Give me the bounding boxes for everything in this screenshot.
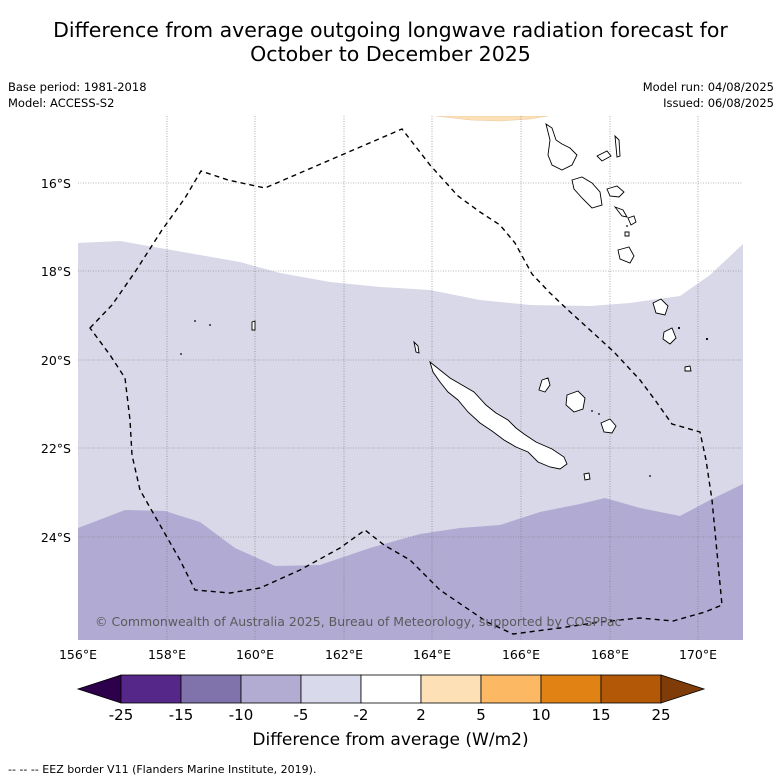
belep-islands [413,340,420,354]
colorbar-tick: 15 [591,706,610,724]
title-line-1: Difference from average outgoing longwav… [53,18,728,42]
colorbar-tick: 2 [416,706,426,724]
vanuatu-epi [613,206,628,218]
vanuatu-malekula [571,176,603,209]
lat-label: 20°S [41,353,71,368]
vanuatu-espiritu-santo [545,122,578,171]
island-hunter [684,365,692,372]
vanuatu-erromango [617,246,635,264]
lon-label: 166°E [502,647,540,662]
meta-left: Base period: 1981-2018 Model: ACCESS-S2 [8,79,147,111]
issued-date: Issued: 06/08/2025 [663,96,774,110]
colorbar-extend-min [76,674,122,704]
graticule [78,116,743,640]
lon-label: 170°E [679,647,717,662]
colorbar-tick: -15 [169,706,194,724]
coastlines [251,122,692,481]
small-islets [180,225,709,477]
colorbar-tick: 25 [651,706,670,724]
anomaly-region-medium-corner [78,612,150,640]
colorbar-segment [120,674,182,704]
vanuatu-tanna [624,231,630,237]
copyright-notice: © Commonwealth of Australia 2025, Bureau… [95,614,621,629]
colorbar-segment [480,674,542,704]
base-period: Base period: 1981-2018 [8,80,147,94]
colorbar-segment [300,674,362,704]
anomaly-region-orange [435,116,549,122]
model-run: Model run: 04/08/2025 [642,80,774,94]
vanuatu-ambae [596,150,612,162]
loyalty-island-mare [600,418,617,434]
lat-label: 16°S [41,176,71,191]
lon-label: 168°E [591,647,629,662]
colorbar-segment [420,674,482,704]
vanuatu-maewo [614,134,621,158]
vanuatu-efate [627,215,637,226]
colorbar-extend-max [660,674,706,704]
vanuatu-ambrym [606,185,625,198]
lat-label: 18°S [41,264,71,279]
loyalty-island-lifou [565,390,586,413]
colorbar-segment [180,674,242,704]
new-caledonia-island [429,360,568,470]
colorbar-segment [540,674,602,704]
eez-legend-note: -- -- -- EEZ border V11 (Flanders Marine… [8,763,317,776]
colorbar-tick: -2 [354,706,369,724]
anomaly-region-medium [78,484,743,640]
island-matthew-2 [662,327,677,345]
colorbar-title: Difference from average (W/m2) [252,730,529,750]
latitude-labels: 16°S 18°S 20°S 22°S 24°S [41,176,71,545]
colorbar-tick: 5 [476,706,486,724]
colorbar-tick: -10 [229,706,254,724]
lon-label: 158°E [148,647,186,662]
chesterfield-islet [251,320,256,331]
map-title: Difference from average outgoing longwav… [0,18,781,66]
meta-right: Model run: 04/08/2025 Issued: 06/08/2025 [643,79,774,111]
model-name: Model: ACCESS-S2 [8,96,115,110]
map-area: © Commonwealth of Australia 2025, Bureau… [78,116,743,640]
eez-border [89,128,723,635]
colorbar-segment [360,674,422,704]
lon-label: 162°E [325,647,363,662]
title-line-2: October to December 2025 [250,42,531,66]
longitude-labels: 156°E 158°E 160°E 162°E 164°E 166°E 168°… [59,647,717,662]
colorbar-tick: 10 [531,706,550,724]
colorbar-tick: -5 [294,706,309,724]
colorbar: -25 -15 -10 -5 -2 2 5 10 15 25 [76,674,706,724]
loyalty-island-ouvea [538,377,551,393]
island-matthew-1 [652,298,669,316]
colorbar-segment [240,674,302,704]
lon-label: 156°E [59,647,97,662]
lat-label: 24°S [41,530,71,545]
colorbar-segment [600,674,662,704]
lon-label: 164°E [413,647,451,662]
colorbar-tick: -25 [109,706,134,724]
lat-label: 22°S [41,441,71,456]
isle-of-pines [583,472,591,481]
lon-label: 160°E [236,647,274,662]
